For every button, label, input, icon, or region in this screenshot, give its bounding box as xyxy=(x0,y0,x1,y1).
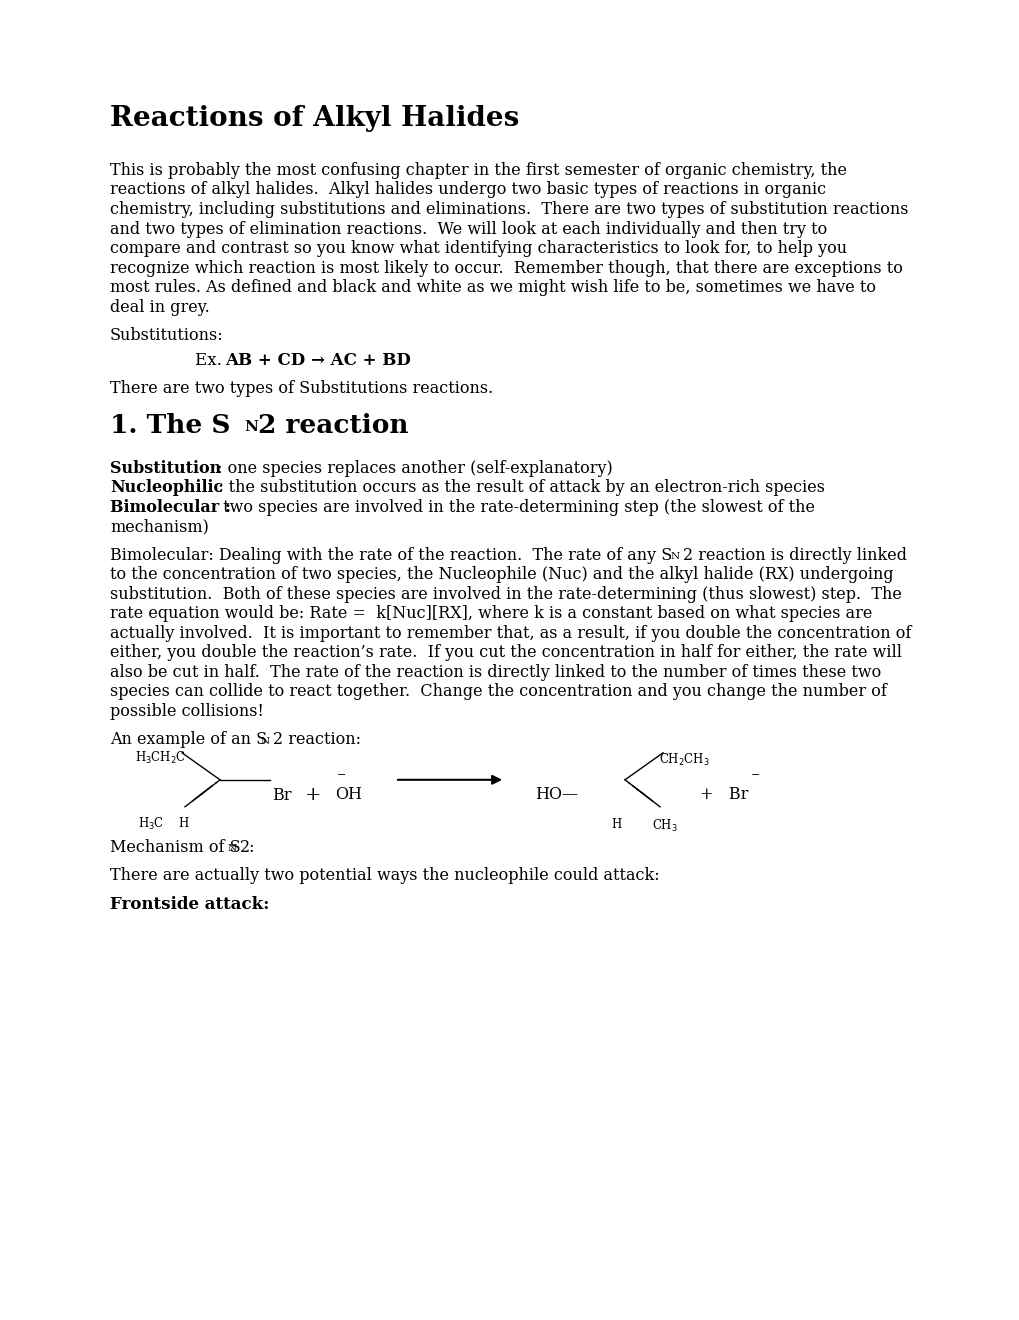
Text: and two types of elimination reactions.  We will look at each individually and t: and two types of elimination reactions. … xyxy=(110,220,826,238)
Text: N: N xyxy=(261,737,270,746)
Text: either, you double the reaction’s rate.  If you cut the concentration in half fo: either, you double the reaction’s rate. … xyxy=(110,644,901,661)
Text: substitution.  Both of these species are involved in the rate-determining (thus : substitution. Both of these species are … xyxy=(110,586,901,603)
Text: +   Br: + Br xyxy=(699,785,748,803)
Text: OH: OH xyxy=(334,785,362,803)
Text: H$_3$CH$_2$C: H$_3$CH$_2$C xyxy=(135,750,185,766)
Text: N: N xyxy=(228,845,236,853)
Text: chemistry, including substitutions and eliminations.  There are two types of sub: chemistry, including substitutions and e… xyxy=(110,201,908,218)
Text: There are actually two potential ways the nucleophile could attack:: There are actually two potential ways th… xyxy=(110,867,659,884)
Text: 2 reaction: 2 reaction xyxy=(258,413,408,437)
Text: This is probably the most confusing chapter in the first semester of organic che: This is probably the most confusing chap… xyxy=(110,162,846,180)
Text: H: H xyxy=(178,817,189,830)
Text: CH$_3$: CH$_3$ xyxy=(651,818,678,834)
Text: Substitution: Substitution xyxy=(110,459,221,477)
Text: AB + CD → AC + BD: AB + CD → AC + BD xyxy=(225,352,411,368)
Text: : one species replaces another (self-explanatory): : one species replaces another (self-exp… xyxy=(212,459,612,477)
Text: Br: Br xyxy=(272,787,291,804)
Text: H: H xyxy=(610,818,621,830)
Text: 2 reaction is directly linked: 2 reaction is directly linked xyxy=(683,546,906,564)
Text: There are two types of Substitutions reactions.: There are two types of Substitutions rea… xyxy=(110,380,493,397)
Text: H$_3$C: H$_3$C xyxy=(138,816,164,832)
Text: Ex.: Ex. xyxy=(195,352,227,368)
Text: deal in grey.: deal in grey. xyxy=(110,298,210,315)
Text: N: N xyxy=(671,552,680,561)
Text: 2:: 2: xyxy=(239,838,255,855)
Text: possible collisions!: possible collisions! xyxy=(110,704,264,719)
Text: An example of an S: An example of an S xyxy=(110,731,267,748)
Text: reactions of alkyl halides.  Alkyl halides undergo two basic types of reactions : reactions of alkyl halides. Alkyl halide… xyxy=(110,181,825,198)
Text: Mechanism of S: Mechanism of S xyxy=(110,838,240,855)
Text: also be cut in half.  The rate of the reaction is directly linked to the number : also be cut in half. The rate of the rea… xyxy=(110,664,880,681)
Text: +: + xyxy=(305,785,321,804)
Text: Bimolecular :: Bimolecular : xyxy=(110,499,230,516)
Text: Bimolecular: Dealing with the rate of the reaction.  The rate of any S: Bimolecular: Dealing with the rate of th… xyxy=(110,546,672,564)
Text: −: − xyxy=(750,770,759,780)
Text: Substitutions:: Substitutions: xyxy=(110,327,223,345)
Text: 1. The S: 1. The S xyxy=(110,413,230,437)
Text: −: − xyxy=(336,770,346,780)
Text: Nucleophilic: Nucleophilic xyxy=(110,479,223,496)
Text: : the substitution occurs as the result of attack by an electron-rich species: : the substitution occurs as the result … xyxy=(213,479,824,496)
Text: most rules. As defined and black and white as we might wish life to be, sometime: most rules. As defined and black and whi… xyxy=(110,279,875,296)
Text: recognize which reaction is most likely to occur.  Remember though, that there a: recognize which reaction is most likely … xyxy=(110,260,902,276)
Text: to the concentration of two species, the Nucleophile (Nuc) and the alkyl halide : to the concentration of two species, the… xyxy=(110,566,893,583)
Text: compare and contrast so you know what identifying characteristics to look for, t: compare and contrast so you know what id… xyxy=(110,240,847,257)
Text: HO—: HO— xyxy=(535,785,578,803)
Text: rate equation would be: Rate =  k[Nuc][RX], where k is a constant based on what : rate equation would be: Rate = k[Nuc][RX… xyxy=(110,606,871,623)
Text: actually involved.  It is important to remember that, as a result, if you double: actually involved. It is important to re… xyxy=(110,624,911,642)
Text: Frontside attack:: Frontside attack: xyxy=(110,896,269,913)
Text: mechanism): mechanism) xyxy=(110,519,209,536)
Text: two species are involved in the rate-determining step (the slowest of the: two species are involved in the rate-det… xyxy=(218,499,814,516)
Text: species can collide to react together.  Change the concentration and you change : species can collide to react together. C… xyxy=(110,684,886,701)
Text: Reactions of Alkyl Halides: Reactions of Alkyl Halides xyxy=(110,106,519,132)
Text: N: N xyxy=(245,420,258,433)
Text: CH$_2$CH$_3$: CH$_2$CH$_3$ xyxy=(658,752,709,768)
Text: 2 reaction:: 2 reaction: xyxy=(273,731,361,748)
